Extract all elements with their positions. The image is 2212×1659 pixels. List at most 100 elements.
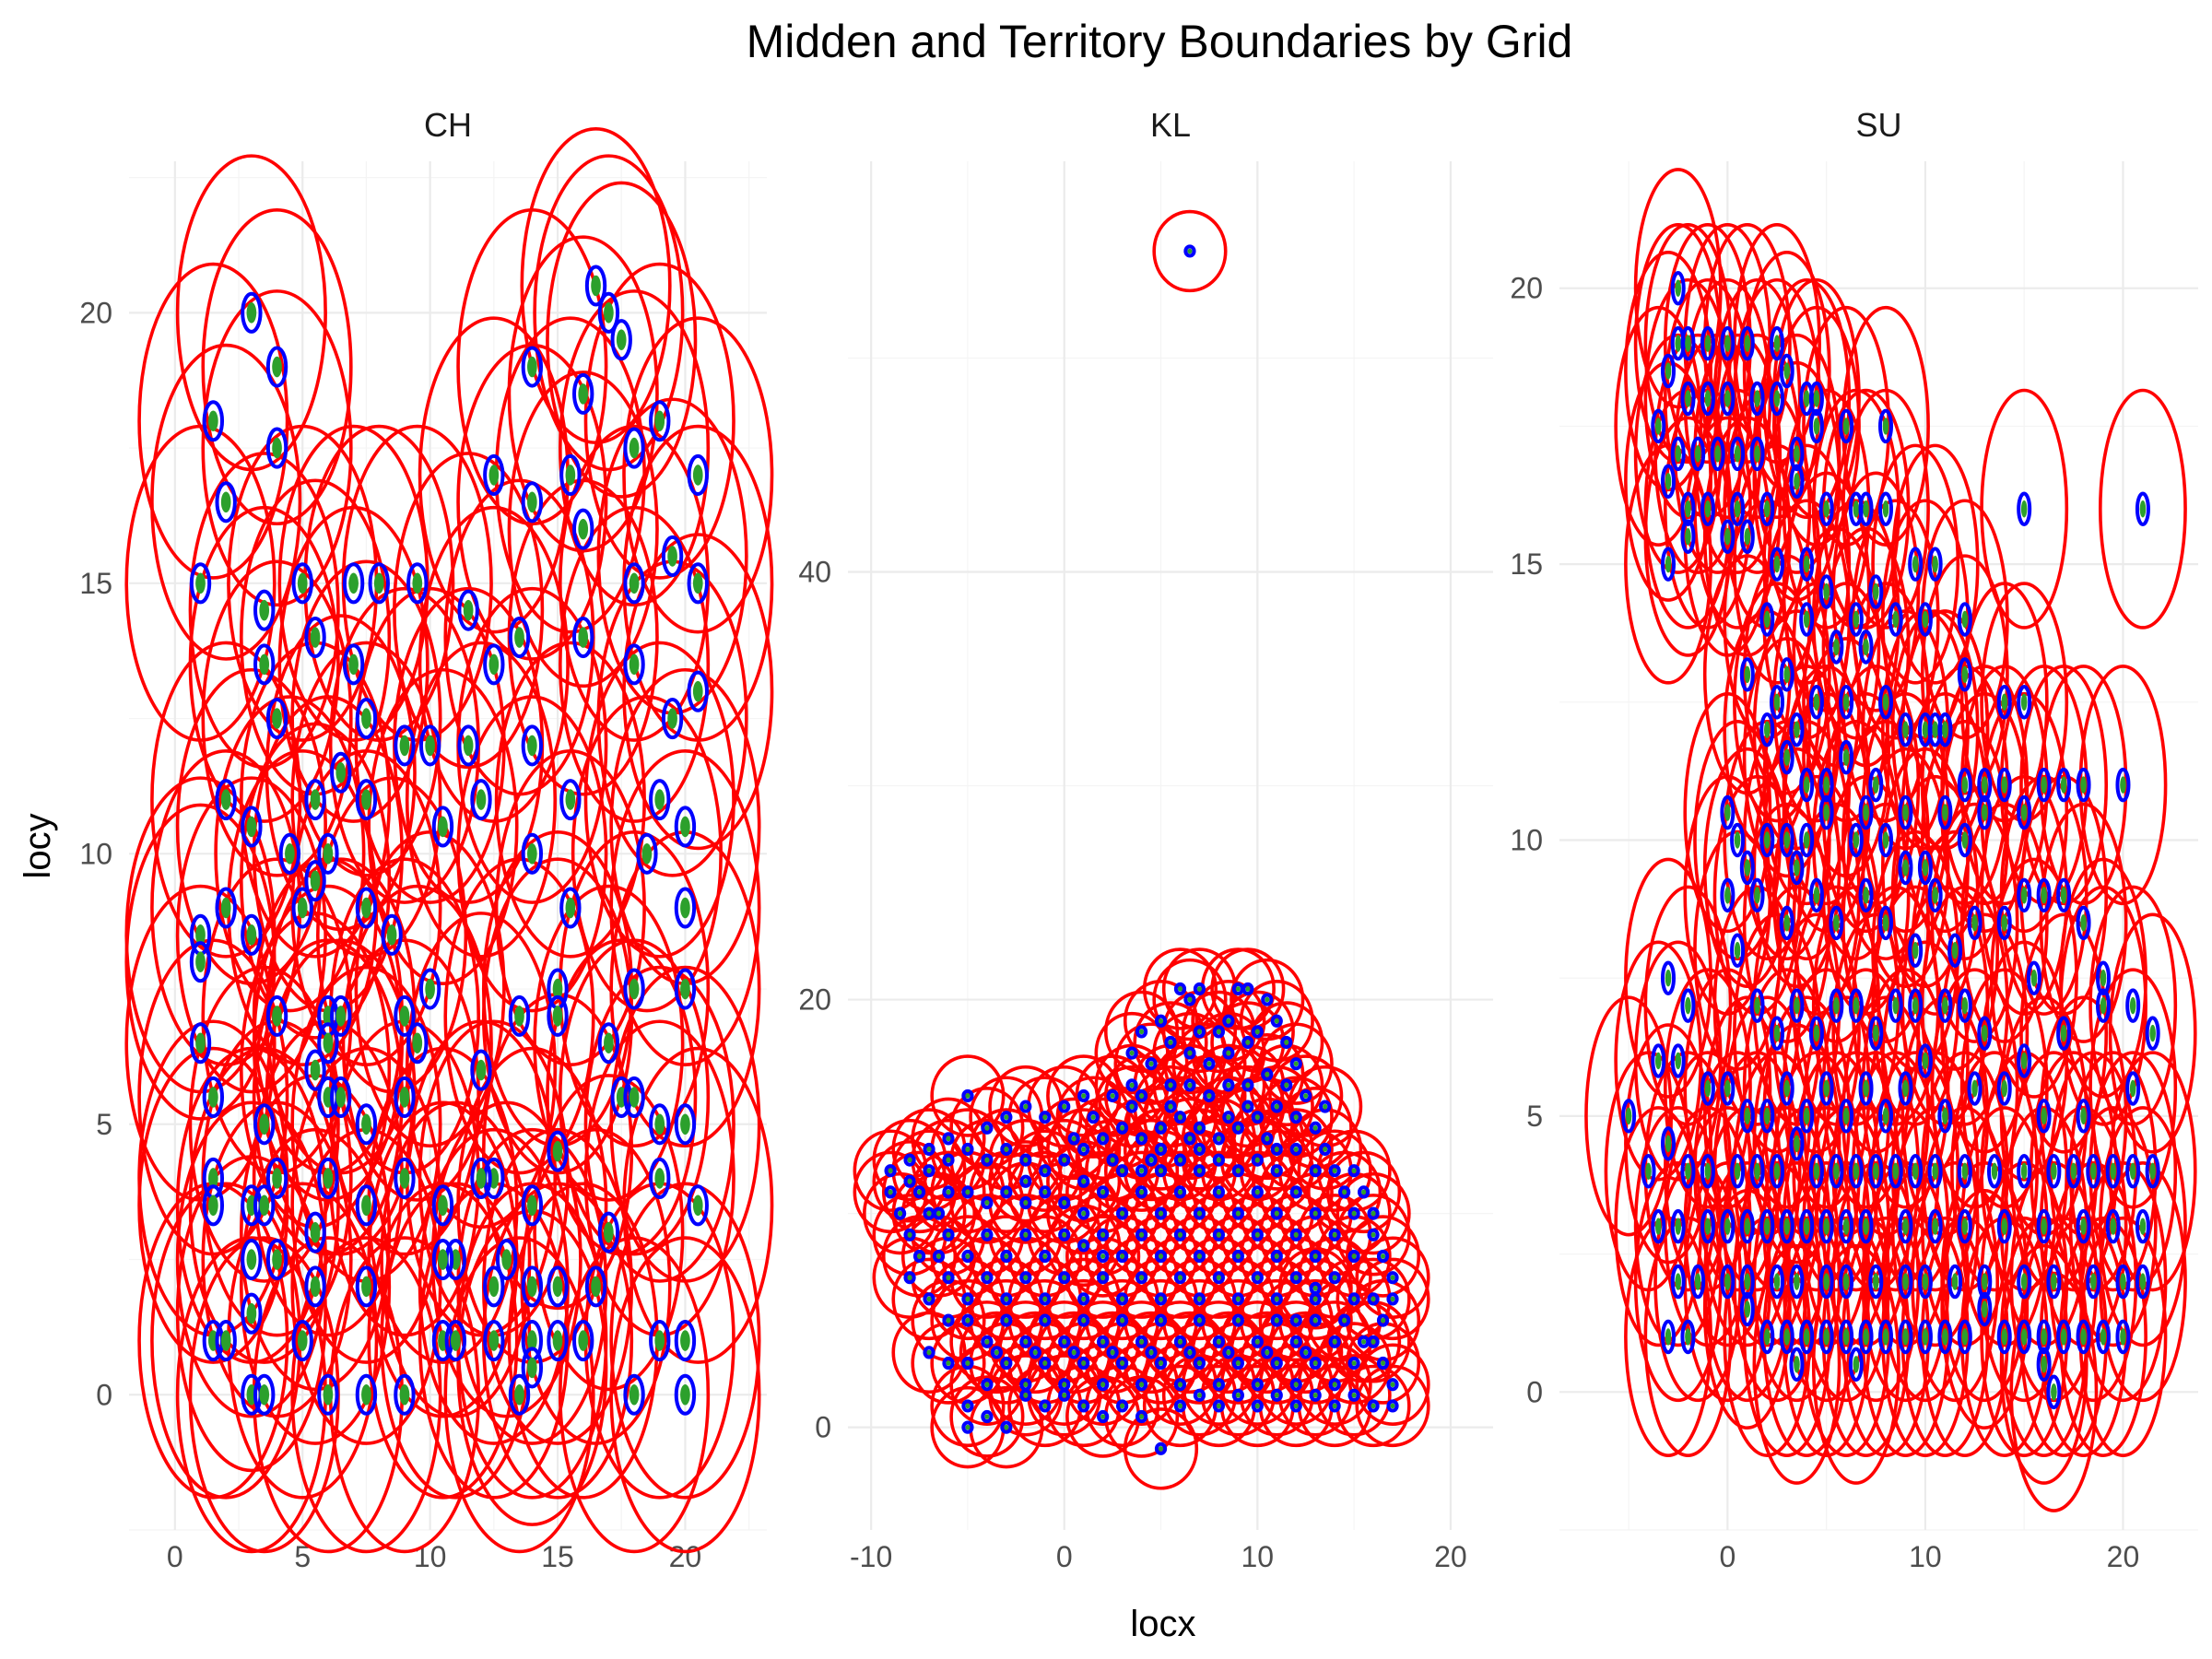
midden-boundary: [1222, 1111, 1235, 1124]
territory-boundary: [1871, 443, 1960, 685]
midden-point: [1351, 1253, 1357, 1259]
midden-boundary: [1957, 1154, 1972, 1189]
midden-boundary: [253, 1373, 276, 1416]
midden-point: [1685, 500, 1691, 518]
midden-boundary: [1839, 1264, 1854, 1300]
midden-boundary: [521, 1265, 544, 1308]
midden-point: [965, 1189, 971, 1195]
midden-boundary: [1193, 1313, 1206, 1327]
midden-point: [1023, 1382, 1029, 1388]
midden-boundary: [1670, 1208, 1686, 1244]
midden-boundary: [1858, 1071, 1874, 1106]
y-tick-label: 15: [79, 567, 112, 600]
territory-boundary: [881, 1150, 958, 1234]
midden-point: [907, 1275, 912, 1281]
midden-point: [2060, 1328, 2067, 1346]
midden-boundary: [1376, 1313, 1390, 1327]
midden-point: [1694, 445, 1701, 463]
midden-boundary: [1739, 1264, 1755, 1300]
midden-point: [1981, 1273, 1988, 1290]
midden-point: [1342, 1317, 1347, 1324]
midden-boundary: [215, 481, 237, 524]
y-tick-label: 15: [1510, 547, 1543, 581]
midden-point: [1754, 390, 1760, 407]
midden-boundary: [291, 887, 313, 929]
midden-boundary: [1289, 1313, 1302, 1327]
midden-boundary: [1779, 1208, 1794, 1244]
midden-point: [310, 1276, 321, 1298]
midden-boundary: [1212, 1228, 1226, 1241]
midden-point: [438, 816, 448, 838]
midden-point: [1361, 1189, 1367, 1195]
midden-boundary: [1996, 767, 2012, 803]
midden-boundary: [1888, 988, 1903, 1023]
midden-boundary: [1898, 1264, 1913, 1300]
midden-point: [1902, 721, 1909, 738]
midden-point: [2020, 804, 2028, 821]
midden-boundary: [1309, 1121, 1322, 1135]
midden-point: [680, 1330, 690, 1351]
midden-point: [1254, 1029, 1260, 1035]
midden-point: [2020, 1162, 2028, 1181]
midden-point: [1842, 418, 1850, 435]
midden-boundary: [317, 1373, 339, 1416]
midden-markers: [884, 244, 1399, 1455]
midden-point: [1863, 1079, 1869, 1098]
midden-point: [1206, 1061, 1212, 1066]
midden-point: [1062, 1157, 1067, 1163]
midden-point: [1351, 1360, 1357, 1366]
panel-ch: CH 0 5 10 15 20 0 5 10 15 20: [79, 106, 774, 1573]
midden-boundary: [981, 1153, 994, 1167]
midden-point: [1763, 1218, 1771, 1235]
midden-boundary: [1730, 436, 1746, 472]
midden-point: [1254, 1189, 1260, 1195]
midden-boundary: [330, 1076, 352, 1118]
midden-point: [1265, 1071, 1270, 1077]
midden-point: [1312, 1285, 1318, 1291]
midden-point: [1961, 1162, 1969, 1181]
midden-boundary: [1261, 1346, 1274, 1359]
midden-point: [1724, 1079, 1731, 1098]
midden-boundary: [2046, 1154, 2062, 1189]
midden-boundary: [1347, 1249, 1360, 1264]
midden-point: [1158, 1446, 1164, 1452]
midden-boundary: [2086, 1264, 2101, 1300]
territory-boundary: [1152, 209, 1228, 293]
midden-point: [1168, 1082, 1173, 1088]
midden-point: [2120, 776, 2126, 794]
midden-boundary: [1328, 1399, 1341, 1413]
midden-boundary: [1858, 877, 1874, 913]
midden-boundary: [1680, 988, 1696, 1023]
midden-point: [1196, 1147, 1202, 1152]
midden-boundary: [623, 643, 645, 686]
midden-point: [2149, 1024, 2156, 1042]
midden-boundary: [2115, 1319, 2131, 1355]
midden-boundary: [2017, 685, 2032, 720]
midden-point: [1023, 1157, 1029, 1163]
midden-point: [1139, 1135, 1145, 1142]
midden-point: [1042, 1296, 1048, 1302]
midden-boundary: [355, 887, 378, 929]
midden-boundary: [1927, 547, 1943, 582]
midden-point: [2001, 1218, 2008, 1235]
midden-point: [1139, 1275, 1145, 1281]
midden-boundary: [1957, 767, 1972, 803]
midden-boundary: [1193, 982, 1206, 996]
plot-title: Midden and Territory Boundaries by Grid: [747, 16, 1573, 67]
midden-boundary: [1029, 1346, 1041, 1359]
midden-boundary: [1270, 1292, 1283, 1306]
territory-boundary: [1326, 1150, 1402, 1234]
midden-point: [488, 1276, 500, 1298]
territory-boundary: [1297, 1129, 1372, 1212]
midden-boundary: [431, 1184, 454, 1227]
midden-point: [1254, 1275, 1260, 1281]
midden-boundary: [304, 616, 326, 659]
midden-point: [1685, 1162, 1691, 1181]
midden-boundary: [2105, 1154, 2121, 1189]
midden-point: [1196, 1210, 1202, 1217]
midden-point: [1882, 914, 1889, 932]
midden-boundary: [1829, 905, 1844, 941]
territory-boundary: [405, 641, 558, 959]
midden-boundary: [317, 1022, 339, 1065]
midden-point: [1665, 1328, 1672, 1346]
